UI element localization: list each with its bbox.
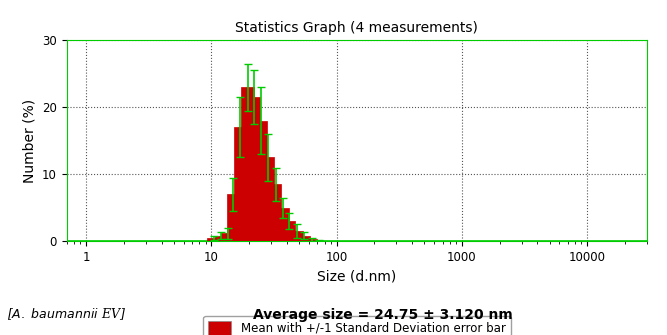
Bar — [283, 221, 295, 241]
Bar — [215, 236, 227, 241]
Bar — [221, 233, 233, 241]
Bar — [241, 87, 253, 241]
Bar — [276, 208, 289, 241]
Bar — [297, 236, 310, 241]
Title: Statistics Graph (4 measurements): Statistics Graph (4 measurements) — [235, 21, 478, 35]
Text: Average size = 24.75 ± 3.120 nm: Average size = 24.75 ± 3.120 nm — [253, 308, 513, 322]
Bar — [247, 97, 260, 241]
X-axis label: Size (d.nm): Size (d.nm) — [317, 269, 396, 283]
Bar — [305, 239, 317, 241]
Bar — [233, 127, 246, 241]
Y-axis label: Number (%): Number (%) — [23, 98, 37, 183]
Bar — [290, 231, 303, 241]
Bar — [255, 121, 267, 241]
Text: [$\it{A.\ baumannii}$ EV]: [$\it{A.\ baumannii}$ EV] — [7, 306, 125, 322]
Legend: Mean with +/-1 Standard Deviation error bar: Mean with +/-1 Standard Deviation error … — [203, 316, 510, 335]
Bar — [227, 194, 239, 241]
Bar — [269, 184, 281, 241]
Bar — [207, 238, 220, 241]
Bar — [261, 157, 274, 241]
